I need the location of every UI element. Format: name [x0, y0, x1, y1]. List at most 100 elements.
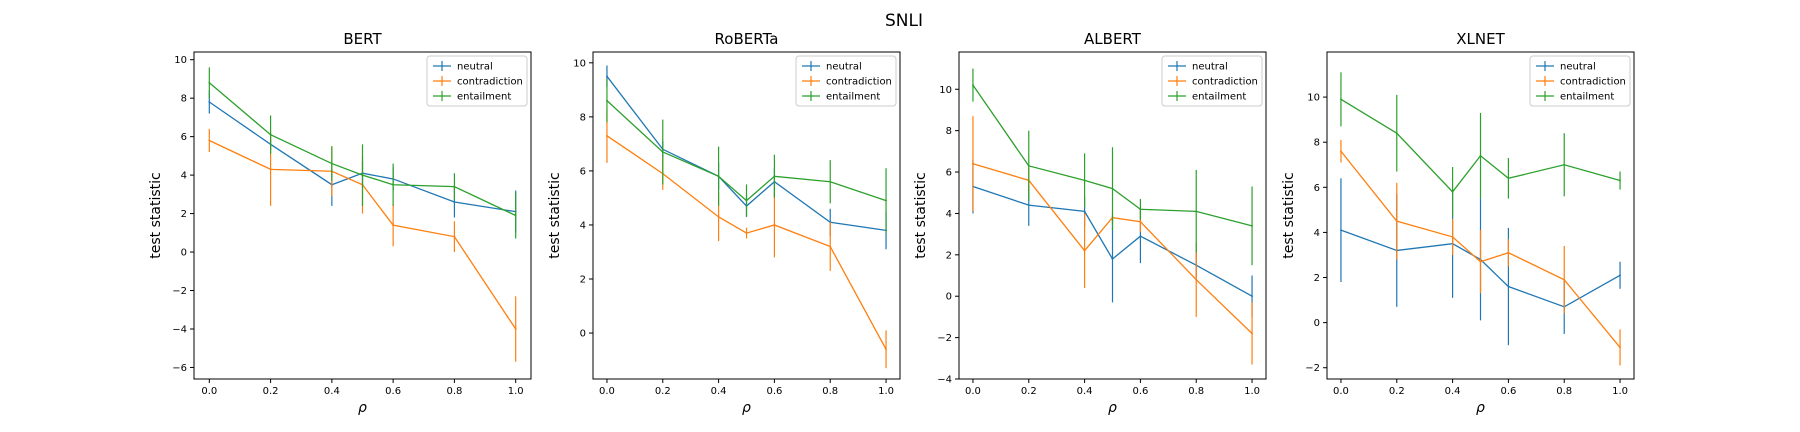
series-entailment [1340, 72, 1621, 217]
data-point [1027, 164, 1030, 167]
data-point [1139, 208, 1142, 211]
data-point [1563, 163, 1566, 166]
data-point [1083, 210, 1086, 213]
y-tick-label: 6 [580, 166, 586, 177]
y-tick-label: 10 [939, 85, 952, 96]
data-point [661, 151, 664, 153]
series-entailment [606, 79, 887, 234]
y-tick-label: 2 [946, 250, 952, 261]
y-tick-label: 0 [1314, 318, 1320, 329]
data-point [1507, 285, 1510, 288]
x-tick-label: 0.2 [1389, 386, 1405, 397]
axes-frame [592, 51, 901, 380]
data-point [1507, 251, 1510, 254]
y-tick-label: 2 [580, 275, 586, 286]
y-tick-label: −2 [937, 333, 952, 344]
y-tick-label: −6 [172, 363, 187, 374]
data-point [717, 215, 720, 218]
y-tick-label: 0 [181, 248, 187, 259]
data-point [1251, 224, 1253, 227]
chart-panel-albert: ALBERT 0.0 0.2 0.4 0.6 0.8 1.0 −4 −2 0 2 4 6 8 10 ρ test… [913, 30, 1267, 416]
data-point [1083, 249, 1086, 252]
panel-title: ALBERT [1084, 30, 1142, 48]
legend-box [1529, 55, 1631, 107]
y-tick-label: 4 [580, 220, 586, 231]
x-tick-label: 0.2 [263, 386, 279, 397]
data-point [972, 162, 974, 165]
series-contradiction [1340, 139, 1621, 366]
y-tick-label: 10 [1307, 93, 1320, 104]
data-point [208, 139, 211, 142]
x-tick-label: 0.0 [201, 386, 217, 397]
data-point [208, 81, 211, 84]
data-point [392, 183, 395, 186]
panel-title: BERT [343, 30, 382, 48]
x-axis-label: ρ [358, 400, 367, 416]
data-point [1395, 132, 1398, 135]
y-axis-label: test statistic [1281, 172, 1297, 258]
data-point [1479, 260, 1482, 263]
y-tick-label: −4 [172, 324, 187, 335]
data-point [514, 328, 517, 330]
data-point [606, 99, 608, 102]
legend-label: entailment [1560, 92, 1614, 103]
data-point [829, 180, 832, 183]
data-point [1619, 179, 1621, 182]
data-point [1111, 187, 1114, 190]
x-tick-label: 0.8 [1188, 386, 1204, 397]
y-tick-label: 8 [946, 126, 952, 137]
data-point [773, 224, 776, 226]
x-tick-label: 0.4 [1445, 386, 1461, 397]
data-point [514, 214, 517, 217]
x-tick-label: 0.0 [599, 386, 615, 397]
y-tick-label: 2 [181, 209, 187, 220]
legend: neutral contradiction entailment [795, 55, 897, 107]
legend-label: contradiction [1560, 77, 1626, 88]
data-point [1451, 190, 1454, 193]
y-axis-label: test statistic [547, 172, 563, 258]
data-point [745, 232, 748, 234]
y-axis-label: test statistic [913, 172, 929, 258]
data-point [885, 199, 887, 202]
data-point [1027, 204, 1030, 207]
data-point [1251, 295, 1253, 298]
data-point [208, 101, 211, 103]
data-point [1507, 177, 1510, 180]
legend-label: contradiction [826, 77, 892, 88]
x-tick-label: 0.0 [965, 386, 981, 397]
data-point [972, 84, 974, 87]
x-tick-label: 0.4 [711, 386, 727, 397]
chart-panels: BERT 0.0 0.2 0.4 0.6 0.8 1.0 −6 −4 −2 0 2 4 6 8 10 ρ test… [148, 30, 1635, 416]
data-point [745, 199, 748, 202]
data-point [885, 348, 887, 351]
legend-label: neutral [826, 62, 862, 73]
y-tick-label: −2 [1305, 363, 1320, 374]
data-point [1451, 236, 1454, 238]
data-point [1251, 332, 1253, 335]
legend-label: contradiction [457, 77, 523, 88]
x-axis-label: ρ [1476, 400, 1485, 416]
x-tick-label: 0.4 [1077, 386, 1093, 397]
y-tick-label: 0 [580, 329, 586, 340]
legend: neutral contradiction entailment [426, 55, 528, 107]
y-tick-label: 6 [946, 168, 952, 179]
x-axis-label: ρ [1108, 400, 1117, 416]
x-tick-label: 0.8 [822, 386, 838, 397]
chart-panel-bert: BERT 0.0 0.2 0.4 0.6 0.8 1.0 −6 −4 −2 0 2 4 6 8 10 ρ test… [148, 30, 532, 416]
data-point [1139, 220, 1142, 223]
y-tick-label: 2 [1314, 273, 1320, 284]
x-tick-label: 1.0 [1612, 386, 1628, 397]
chart-panel-xlnet: XLNET 0.0 0.2 0.4 0.6 0.8 1.0 −2 0 2 4 6 8 10 ρ test st… [1281, 30, 1635, 416]
data-point [1083, 179, 1086, 182]
y-tick-label: 10 [573, 58, 586, 69]
data-point [1619, 274, 1621, 277]
data-point [361, 174, 364, 177]
legend-box [795, 55, 897, 107]
chart-panel-roberta: RoBERTa 0.0 0.2 0.4 0.6 0.8 1.0 0 2 4 6 8 10 ρ test st… [547, 30, 901, 416]
y-tick-label: 6 [181, 132, 187, 143]
data-point [453, 235, 456, 238]
data-point [1340, 150, 1342, 153]
y-tick-label: 4 [1314, 228, 1320, 239]
series-entailment [208, 67, 517, 239]
series-line-contradiction [606, 135, 887, 350]
